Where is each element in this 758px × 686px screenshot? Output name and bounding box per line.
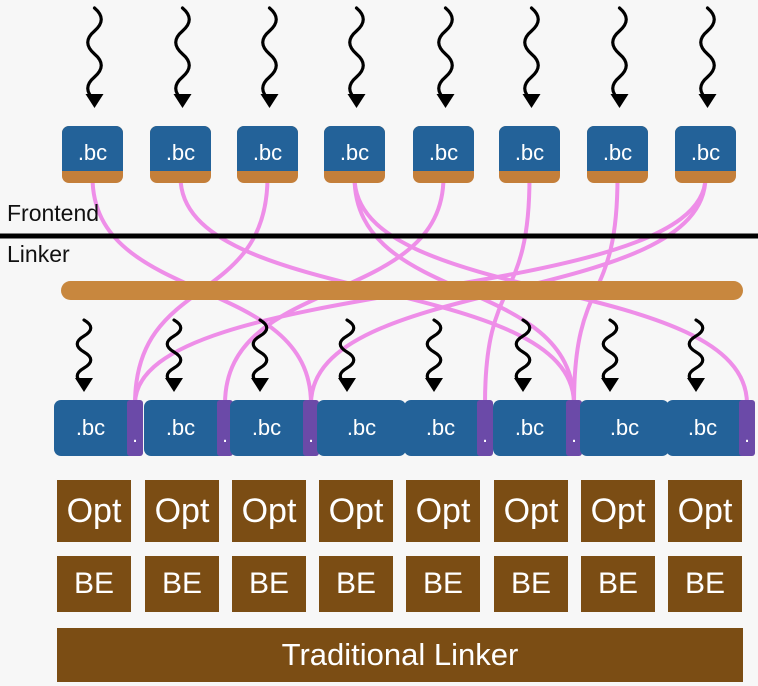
bottom-bc-module: . .bc (230, 400, 319, 456)
import-tab-dot: . (571, 425, 577, 447)
bottom-bc-label: .bc (252, 415, 281, 440)
squiggly-arrow-icon (514, 318, 532, 392)
squiggly-arrow-icon (698, 6, 717, 108)
squiggly-arrow-icon (687, 318, 705, 392)
squiggly-arrow-icon (260, 6, 279, 108)
top-bc-label: .bc (515, 140, 544, 165)
top-bc-module: .bc (150, 126, 211, 183)
bottom-bc-label: .bc (166, 415, 195, 440)
be-stage-box: BE (406, 556, 480, 612)
be-stage-box: BE (668, 556, 742, 612)
be-stage-box: BE (581, 556, 655, 612)
opt-stage-box: Opt (668, 480, 742, 542)
be-stage-box: BE (232, 556, 306, 612)
import-tab-dot: . (132, 425, 138, 447)
import-summary-tab (739, 400, 755, 456)
opt-stage-box: Opt (494, 480, 568, 542)
bottom-bc-label: .bc (610, 415, 639, 440)
bottom-bc-module: .bc (580, 400, 669, 456)
top-bc-label: .bc (253, 140, 282, 165)
top-bc-module: .bc (62, 126, 123, 183)
bottom-bc-label: .bc (76, 415, 105, 440)
top-bc-label: .bc (691, 140, 720, 165)
squiggly-arrow-icon (601, 318, 619, 392)
opt-stage-box: Opt (319, 480, 393, 542)
bottom-bitcode-modules: . .bc . .bc . .bc .bc . .bc . .bc .bc . .bc (54, 400, 755, 456)
be-stage-box: BE (145, 556, 219, 612)
thin-link-bar (61, 281, 743, 300)
top-bc-label: .bc (78, 140, 107, 165)
bottom-bc-module: . .bc (144, 400, 233, 456)
bottom-bc-module: . .bc (666, 400, 755, 456)
squiggly-arrow-icon (425, 318, 443, 392)
squiggly-arrow-icon (522, 6, 541, 108)
top-bc-label: .bc (603, 140, 632, 165)
import-tab-dot: . (744, 425, 750, 447)
squiggly-arrow-icon (610, 6, 629, 108)
import-summary-tab (566, 400, 582, 456)
import-tab-dot: . (482, 425, 488, 447)
bottom-bc-label: .bc (347, 415, 376, 440)
top-bc-module: .bc (675, 126, 736, 183)
opt-stage-box: Opt (145, 480, 219, 542)
opt-stage-box: Opt (406, 480, 480, 542)
be-stage-box: BE (57, 556, 131, 612)
import-summary-tab (477, 400, 493, 456)
top-bitcode-modules: .bc .bc .bc .bc .bc .bc .bc .bc (62, 126, 736, 183)
import-summary-tab (127, 400, 143, 456)
top-bc-module: .bc (499, 126, 560, 183)
squiggly-arrow-icon (251, 318, 269, 392)
be-stage-box: BE (494, 556, 568, 612)
bottom-bc-label: .bc (426, 415, 455, 440)
top-bc-module: .bc (587, 126, 648, 183)
top-bc-label: .bc (429, 140, 458, 165)
squiggly-arrow-icon (75, 318, 93, 392)
import-tab-dot: . (308, 425, 314, 447)
top-bc-module: .bc (324, 126, 385, 183)
top-bc-label: .bc (340, 140, 369, 165)
opt-stage-box: Opt (57, 480, 131, 542)
be-stage-box: BE (319, 556, 393, 612)
input-arrows (75, 6, 717, 392)
frontend-label: Frontend (7, 200, 100, 226)
import-tab-dot: . (222, 425, 228, 447)
import-summary-tab (303, 400, 319, 456)
squiggly-arrow-icon (165, 318, 183, 392)
traditional-linker-box: Traditional Linker (57, 628, 743, 682)
opt-stage-box: Opt (232, 480, 306, 542)
squiggly-arrow-icon (338, 318, 356, 392)
squiggly-arrow-icon (173, 6, 192, 108)
top-bc-module: .bc (413, 126, 474, 183)
bottom-bc-module: .bc (317, 400, 406, 456)
linker-label: Linker (7, 241, 70, 267)
bottom-bc-module: . .bc (493, 400, 582, 456)
opt-stage-box: Opt (581, 480, 655, 542)
squiggly-arrow-icon (436, 6, 455, 108)
bottom-bc-label: .bc (515, 415, 544, 440)
squiggly-arrow-icon (85, 6, 104, 108)
import-summary-tab (217, 400, 233, 456)
bottom-bc-module: . .bc (54, 400, 143, 456)
top-bc-module: .bc (237, 126, 298, 183)
top-bc-label: .bc (166, 140, 195, 165)
squiggly-arrow-icon (347, 6, 366, 108)
bottom-bc-label: .bc (688, 415, 717, 440)
bottom-bc-module: . .bc (404, 400, 493, 456)
